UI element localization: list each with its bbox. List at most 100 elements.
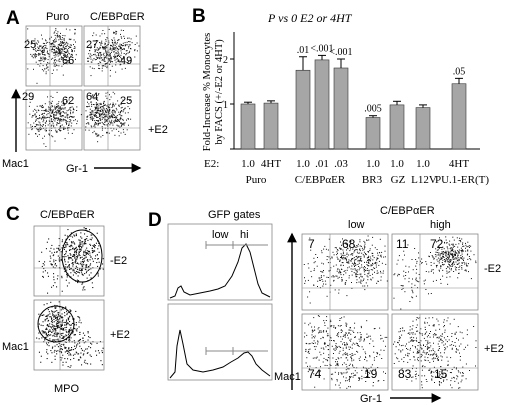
scatter-dot <box>51 112 53 114</box>
scatter-dot <box>368 259 370 261</box>
scatter-dot <box>108 113 110 115</box>
scatter-dot <box>75 259 77 261</box>
scatter-dot <box>411 283 413 285</box>
scatter-dot <box>443 326 445 328</box>
scatter-dot <box>63 47 65 49</box>
scatter-dot <box>430 262 432 263</box>
bar <box>389 104 405 150</box>
scatter-dot <box>60 45 62 46</box>
scatter-dot <box>58 315 60 317</box>
scatter-dot <box>54 315 56 317</box>
scatter-dot <box>36 43 38 45</box>
scatter-dot <box>96 94 98 96</box>
scatter-dot <box>458 371 460 373</box>
scatter-dot <box>454 251 456 253</box>
scatter-dot <box>352 364 353 366</box>
scatter-dot <box>49 338 51 340</box>
scatter-dot <box>96 122 98 124</box>
scatter-dot <box>420 328 422 330</box>
scatter-dot <box>341 257 343 259</box>
scatter-dot <box>428 350 430 352</box>
scatter-dot <box>59 35 61 37</box>
scatter-dot <box>59 128 61 130</box>
scatter-dot <box>329 325 331 327</box>
scatter-dot <box>71 106 73 108</box>
scatter-dot <box>426 331 428 333</box>
scatter-dot <box>87 122 89 124</box>
scatter-dot <box>408 271 409 273</box>
scatter-dot <box>66 314 68 316</box>
scatter-dot <box>424 333 426 335</box>
scatter-dot <box>90 263 92 265</box>
scatter-dot <box>86 247 88 249</box>
scatter-dot <box>108 40 110 42</box>
scatter-dot <box>330 340 332 341</box>
scatter-dot <box>457 260 459 262</box>
scatter-dot <box>63 337 65 339</box>
scatter-dot <box>402 344 404 346</box>
scatter-dot <box>393 343 394 345</box>
scatter-dot <box>393 363 395 364</box>
scatter-dot <box>319 279 321 281</box>
scatter-dot <box>415 280 417 282</box>
scatter-dot <box>363 245 365 247</box>
scatter-dot <box>36 128 38 130</box>
scatter-dot <box>84 240 86 242</box>
scatter-dot <box>319 351 321 353</box>
scatter-dot <box>64 138 66 140</box>
scatter-dot <box>335 275 337 277</box>
scatter-dot <box>51 51 53 53</box>
scatter-dot <box>67 117 69 119</box>
scatter-dot <box>433 324 435 326</box>
scatter-dot <box>43 54 45 56</box>
scatter-dot <box>42 65 44 67</box>
scatter-dot <box>404 345 406 347</box>
scatter-dot <box>308 324 310 326</box>
scatter-dot <box>336 275 338 277</box>
scatter-dot <box>438 346 440 347</box>
scatter-dot <box>55 28 57 30</box>
scatter-dot <box>41 50 43 52</box>
scatter-dot <box>457 253 459 255</box>
scatter-dot <box>97 273 99 275</box>
scatter-dot <box>44 54 46 56</box>
scatter-dot <box>63 321 65 323</box>
scatter-dot <box>102 135 104 136</box>
scatter-dot <box>100 119 102 121</box>
scatter-dot <box>440 282 442 284</box>
scatter-dot <box>63 38 65 40</box>
scatter-dot <box>322 361 324 363</box>
scatter-dot <box>406 379 408 380</box>
scatter-dot <box>36 118 38 119</box>
scatter-dot <box>66 349 68 351</box>
scatter-dot <box>41 69 43 71</box>
scatter-dot <box>114 48 116 50</box>
scatter-dot <box>377 272 379 274</box>
scatter-dot <box>109 47 111 49</box>
scatter-dot <box>117 48 119 49</box>
scatter-dot <box>101 126 103 128</box>
scatter-dot <box>424 321 426 323</box>
scatter-dot <box>376 272 378 274</box>
scatter-dot <box>462 258 464 260</box>
scatter-dot <box>63 246 65 248</box>
scatter-dot <box>436 337 438 339</box>
scatter-dot <box>67 52 69 54</box>
scatter-dot <box>66 100 67 102</box>
scatter-dot <box>87 101 88 103</box>
scatter-dot <box>52 110 54 112</box>
scatter-dot <box>353 327 355 329</box>
scatter-dot <box>110 61 112 63</box>
scatter-dot <box>431 378 433 380</box>
scatter-dot <box>68 332 70 334</box>
scatter-dot <box>104 124 106 126</box>
scatter-dot <box>432 348 434 350</box>
scatter-dot <box>96 110 98 112</box>
scatter-dot <box>413 356 415 357</box>
scatter-dot <box>35 123 37 125</box>
scatter-dot <box>129 44 131 46</box>
scatter-dot <box>356 255 358 257</box>
scatter-dot <box>58 129 60 130</box>
scatter-dot <box>35 109 37 111</box>
scatter-dot <box>98 134 100 136</box>
